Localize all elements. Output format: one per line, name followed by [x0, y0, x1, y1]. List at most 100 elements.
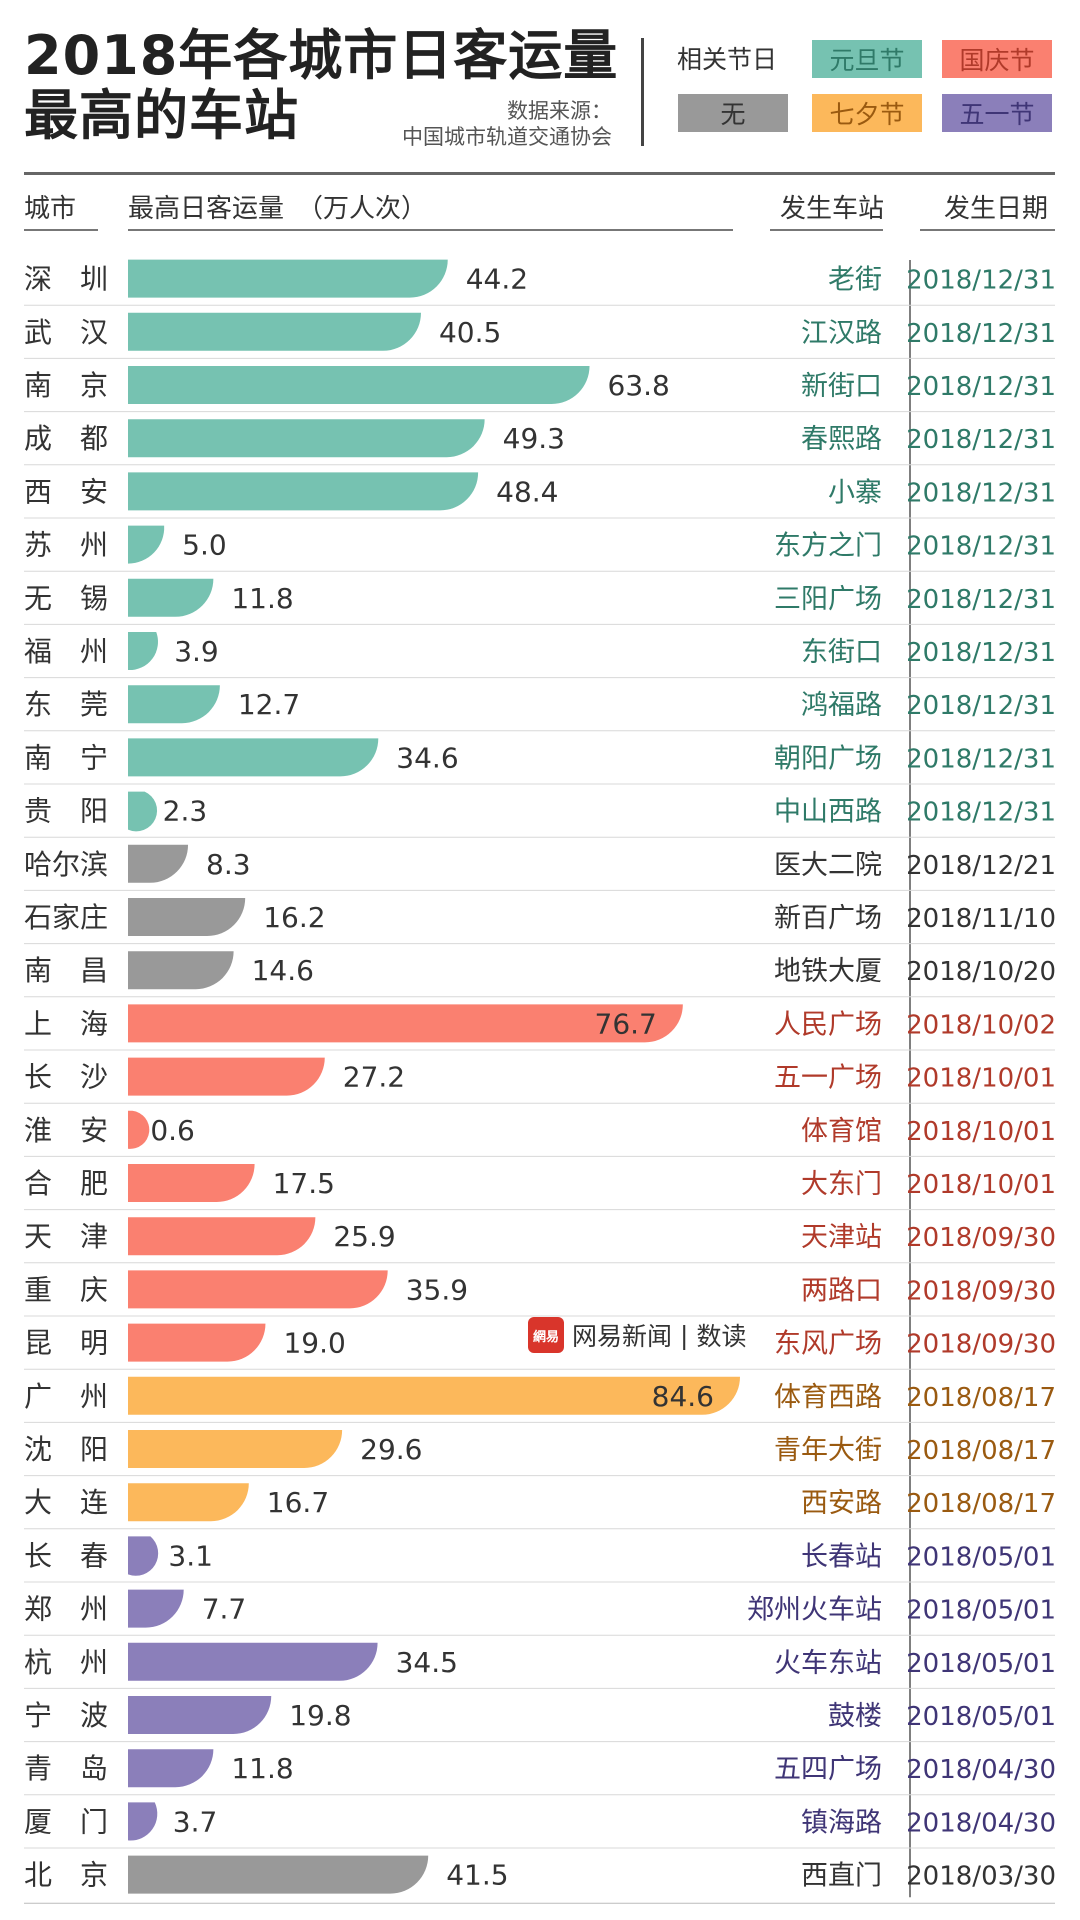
city-label: 长 沙 — [24, 1061, 108, 1094]
date-label: 2018/03/30 — [906, 1862, 1056, 1892]
data-label: 16.7 — [267, 1486, 329, 1519]
date-label: 2018/12/31 — [906, 478, 1056, 508]
station-label: 朝阳广场 — [774, 743, 882, 774]
title-line-1: 2018年各城市日客运量 — [24, 24, 619, 87]
data-label: 48.4 — [496, 475, 558, 508]
bar — [128, 1323, 266, 1362]
station-label: 郑州火车站 — [747, 1595, 882, 1626]
city-label: 深 圳 — [24, 263, 108, 296]
station-label: 西安路 — [801, 1488, 882, 1519]
bar — [128, 1855, 429, 1894]
city-label: 杭 州 — [24, 1646, 108, 1679]
column-header-date: 发生日期 — [944, 194, 1049, 224]
header-rule-station — [770, 229, 883, 231]
column-header-value: 最高日客运量 （万人次） — [128, 194, 428, 224]
date-label: 2018/12/31 — [906, 425, 1056, 455]
legend-item-2: 无 — [678, 94, 788, 132]
data-label: 19.8 — [289, 1699, 351, 1732]
date-label: 2018/10/20 — [906, 957, 1056, 987]
data-label: 7.7 — [202, 1593, 247, 1626]
city-label: 沈 阳 — [24, 1433, 108, 1466]
bar — [128, 951, 234, 990]
station-label: 体育西路 — [774, 1382, 882, 1413]
city-label: 南 昌 — [24, 954, 108, 987]
date-label: 2018/08/17 — [906, 1436, 1056, 1466]
station-label: 东风广场 — [774, 1329, 882, 1360]
station-label: 江汉路 — [801, 318, 882, 349]
station-label: 三阳广场 — [774, 584, 882, 615]
city-label: 成 都 — [24, 422, 108, 455]
bar — [128, 1430, 343, 1468]
city-label: 武 汉 — [24, 316, 108, 349]
date-label: 2018/09/30 — [906, 1223, 1056, 1253]
station-label: 中山西路 — [774, 797, 882, 828]
date-label: 2018/12/31 — [906, 691, 1056, 721]
station-label: 镇海路 — [801, 1807, 882, 1838]
date-label: 2018/09/30 — [906, 1330, 1056, 1360]
title-line-2: 最高的车站 — [24, 84, 299, 147]
data-label: 3.9 — [174, 635, 219, 668]
station-label: 人民广场 — [774, 1009, 882, 1040]
bar — [128, 525, 165, 564]
bar — [128, 1802, 158, 1841]
city-label: 无 锡 — [24, 582, 108, 615]
station-label: 大东门 — [801, 1169, 882, 1200]
bar — [128, 1749, 214, 1788]
date-label: 2018/10/01 — [906, 1064, 1056, 1094]
date-label: 2018/05/01 — [906, 1542, 1056, 1572]
data-label: 14.6 — [252, 954, 314, 987]
station-label: 小寨 — [828, 477, 882, 508]
bar — [128, 791, 158, 832]
bar — [128, 1376, 740, 1415]
data-label: 49.3 — [503, 422, 565, 455]
header-rule-value — [128, 229, 733, 231]
station-label: 体育馆 — [801, 1116, 882, 1147]
date-label: 2018/12/31 — [906, 585, 1056, 615]
data-label: 2.3 — [163, 795, 208, 828]
city-label: 郑 州 — [24, 1593, 108, 1626]
top-rule — [24, 172, 1055, 175]
station-label: 青年大街 — [774, 1435, 882, 1466]
header-divider — [641, 38, 644, 146]
city-label: 南 京 — [24, 369, 108, 402]
station-label: 春熙路 — [801, 424, 882, 455]
date-label: 2018/12/31 — [906, 372, 1056, 402]
data-label: 0.6 — [150, 1114, 195, 1147]
date-label: 2018/12/31 — [906, 319, 1056, 349]
data-label: 29.6 — [360, 1433, 422, 1466]
station-label: 医大二院 — [774, 850, 882, 881]
bar — [128, 898, 246, 936]
data-label: 34.6 — [396, 741, 458, 774]
bar — [128, 366, 590, 404]
date-label: 2018/09/30 — [906, 1276, 1056, 1306]
date-label: 2018/10/01 — [906, 1117, 1056, 1147]
station-label: 天津站 — [801, 1222, 882, 1253]
date-label: 2018/05/01 — [906, 1649, 1056, 1679]
station-label: 鼓楼 — [828, 1701, 882, 1732]
bar — [128, 1696, 272, 1734]
legend-item-3: 七夕节 — [812, 94, 922, 132]
watermark: 網易 网易新闻 | 数读 — [528, 1317, 746, 1353]
bar — [128, 1004, 683, 1043]
date-label: 2018/12/31 — [906, 798, 1056, 828]
station-label: 新百广场 — [774, 903, 882, 934]
city-label: 昆 明 — [24, 1327, 108, 1360]
city-label: 苏 州 — [24, 529, 108, 562]
data-label: 8.3 — [206, 848, 251, 881]
bar — [128, 1483, 249, 1522]
date-label: 2018/08/17 — [906, 1489, 1056, 1519]
legend-item-1: 国庆节 — [942, 40, 1052, 78]
station-label: 老街 — [828, 265, 882, 296]
data-label: 34.5 — [396, 1646, 458, 1679]
city-label: 福 州 — [24, 635, 108, 668]
data-label: 25.9 — [333, 1220, 395, 1253]
data-label: 63.8 — [608, 369, 670, 402]
city-label: 广 州 — [24, 1380, 108, 1413]
city-label: 石家庄 — [24, 901, 108, 934]
city-label: 贵 阳 — [24, 795, 108, 828]
city-label: 青 岛 — [24, 1752, 108, 1785]
bar — [128, 1217, 316, 1256]
data-label: 11.8 — [231, 582, 293, 615]
date-label: 2018/05/01 — [906, 1596, 1056, 1626]
